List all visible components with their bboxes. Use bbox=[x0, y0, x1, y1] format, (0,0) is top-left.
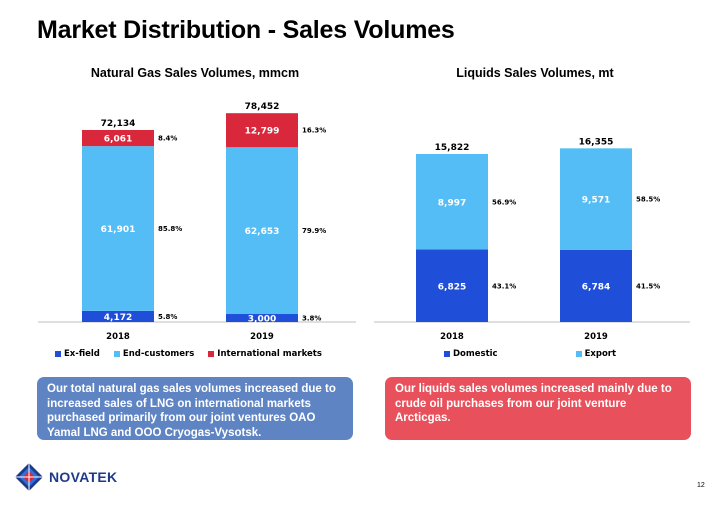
liquids-category-label-2019: 2019 bbox=[584, 332, 608, 342]
gas-value-label-end-customers-2018: 61,901 bbox=[101, 225, 136, 235]
page-number: 12 bbox=[697, 482, 705, 489]
liquids-bar-domestic-2019 bbox=[560, 249, 632, 322]
gas-chart: 4,172 5.8% 61,901 85.8% 6,061 8.4% 72,134 2018 3… bbox=[38, 102, 356, 342]
liquids-chart: 6,825 43.1% 8,997 56.9% 15,822 2018 6,784 41.5%… bbox=[374, 137, 690, 342]
liquids-value-label-domestic-2019: 6,784 bbox=[582, 282, 610, 292]
gas-total-label-2019: 78,452 bbox=[245, 102, 280, 112]
gas-value-label-international-markets-2018: 6,061 bbox=[104, 135, 132, 145]
gas-value-label-ex-field-2019: 3,000 bbox=[248, 315, 276, 325]
liquids-bar-export-2018 bbox=[416, 154, 488, 250]
legend-swatch-international-markets bbox=[208, 351, 215, 357]
gas-bar-end-customers-2019 bbox=[226, 147, 298, 315]
liquids-category-label-2018: 2018 bbox=[440, 332, 464, 342]
liquids-total-label-2018: 15,822 bbox=[435, 143, 470, 153]
legend-label-international-markets: International markets bbox=[217, 349, 322, 359]
gas-bar-end-customers-2018 bbox=[82, 146, 154, 311]
legend-item-ex-field: Ex-field bbox=[55, 349, 100, 359]
legend-swatch-export bbox=[575, 351, 582, 357]
gas-legend: Ex-field End-customers International mar… bbox=[55, 349, 336, 359]
gas-chart-title: Natural Gas Sales Volumes, mmcm bbox=[90, 66, 300, 80]
gas-pct-label-international-markets-2019: 16.3% bbox=[302, 127, 326, 135]
gas-callout-box: Our total natural gas sales volumes incr… bbox=[37, 377, 353, 440]
liquids-legend: Domestic Export bbox=[444, 349, 630, 359]
liquids-bar-export-2019 bbox=[560, 148, 632, 250]
liquids-callout-box: Our liquids sales volumes increased main… bbox=[385, 377, 691, 440]
gas-pct-label-international-markets-2018: 8.4% bbox=[158, 135, 177, 143]
gas-value-label-end-customers-2019: 62,653 bbox=[245, 227, 280, 237]
liquids-pct-label-domestic-2019: 41.5% bbox=[636, 282, 660, 290]
legend-label-end-customers: End-customers bbox=[122, 349, 195, 359]
gas-category-label-2018: 2018 bbox=[106, 332, 130, 342]
logo-text: NOVATEK bbox=[49, 469, 118, 485]
legend-item-export: Export bbox=[575, 349, 617, 359]
legend-item-end-customers: End-customers bbox=[113, 349, 195, 359]
gas-pct-label-end-customers-2019: 79.9% bbox=[302, 227, 326, 235]
liquids-value-label-domestic-2018: 6,825 bbox=[438, 282, 466, 292]
gas-bar-international-markets-2018 bbox=[82, 130, 154, 147]
novatek-logo: NOVATEK bbox=[14, 462, 117, 492]
gas-pct-label-ex-field-2019: 3.8% bbox=[302, 315, 321, 323]
liquids-chart-title: Liquids Sales Volumes, mt bbox=[456, 66, 614, 80]
gas-pct-label-end-customers-2018: 85.8% bbox=[158, 225, 182, 233]
gas-bar-ex-field-2019 bbox=[226, 314, 298, 322]
page-title: Market Distribution - Sales Volumes bbox=[37, 16, 455, 44]
liquids-pct-label-domestic-2018: 43.1% bbox=[492, 282, 516, 290]
legend-label-domestic: Domestic bbox=[453, 349, 498, 359]
legend-label-export: Export bbox=[584, 349, 617, 359]
liquids-value-label-export-2018: 8,997 bbox=[438, 198, 466, 208]
novatek-logo-icon bbox=[15, 463, 43, 491]
liquids-bar-domestic-2018 bbox=[416, 249, 488, 322]
liquids-value-label-export-2019: 9,571 bbox=[582, 196, 610, 206]
gas-total-label-2018: 72,134 bbox=[101, 119, 136, 129]
liquids-pct-label-export-2019: 58.5% bbox=[636, 196, 660, 204]
gas-value-label-international-markets-2019: 12,799 bbox=[245, 127, 280, 137]
legend-swatch-domestic bbox=[444, 351, 450, 357]
gas-bar-international-markets-2019 bbox=[226, 113, 298, 148]
gas-bar-ex-field-2018 bbox=[82, 310, 154, 322]
gas-value-label-ex-field-2018: 4,172 bbox=[104, 313, 132, 323]
legend-label-ex-field: Ex-field bbox=[64, 349, 100, 359]
liquids-pct-label-export-2018: 56.9% bbox=[492, 198, 516, 206]
legend-item-international-markets: International markets bbox=[208, 349, 322, 359]
legend-swatch-ex-field bbox=[55, 351, 61, 357]
legend-item-domestic: Domestic bbox=[444, 349, 498, 359]
legend-swatch-end-customers bbox=[113, 351, 120, 357]
gas-category-label-2019: 2019 bbox=[250, 332, 274, 342]
gas-pct-label-ex-field-2018: 5.8% bbox=[158, 313, 177, 321]
liquids-total-label-2019: 16,355 bbox=[579, 137, 614, 147]
